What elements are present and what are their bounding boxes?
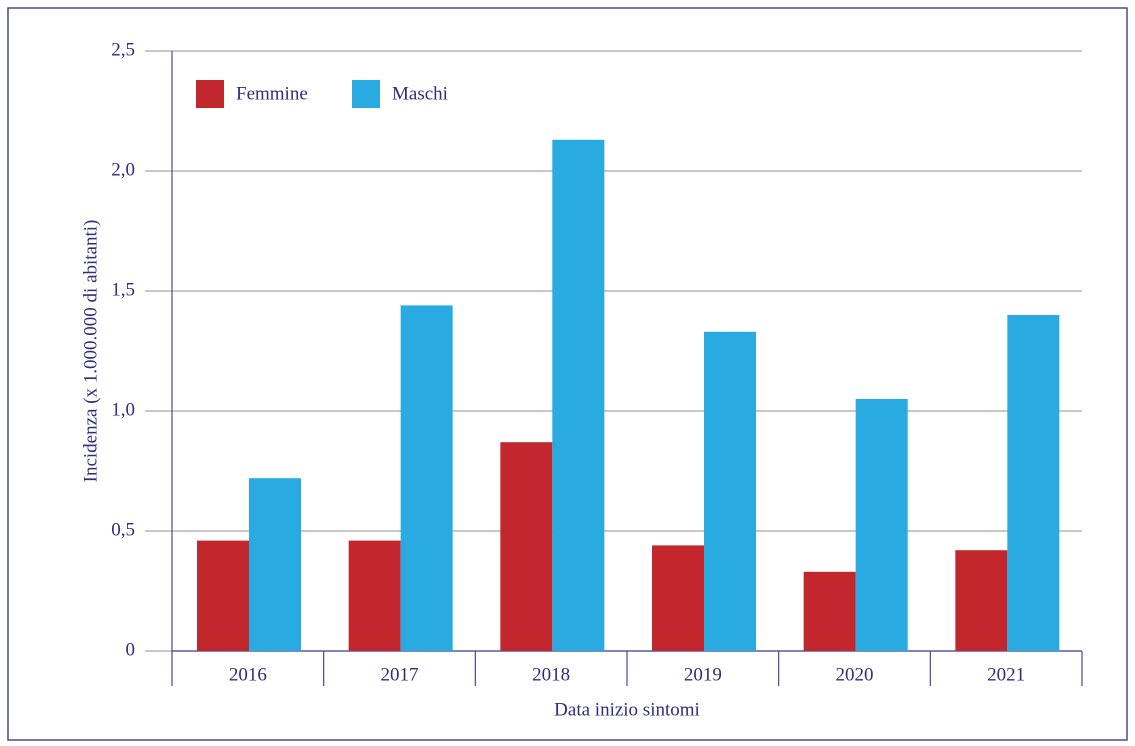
bar: [400, 305, 453, 651]
frame: [7, 7, 1128, 741]
x-axis-title: Data inizio sintomi: [554, 699, 700, 720]
bar: [704, 331, 756, 651]
bar: [249, 478, 301, 651]
bar: [552, 139, 605, 652]
y-tick-label: 2,0: [111, 159, 135, 180]
x-tick-label: 2017: [381, 664, 419, 685]
y-tick-label: 0: [126, 639, 136, 660]
y-tick-label: 1,5: [111, 279, 135, 300]
x-tick-label: 2020: [836, 664, 874, 685]
bar: [197, 540, 249, 651]
bar: [652, 545, 704, 651]
y-axis-title: Incidenza (x 1.000.000 di abitanti): [80, 220, 101, 483]
x-tick-label: 2018: [532, 664, 570, 685]
legend-label: Maschi: [392, 83, 448, 104]
x-tick-label: 2019: [684, 664, 722, 685]
y-tick-label: 0,5: [111, 519, 135, 540]
bar: [500, 442, 553, 651]
legend-swatch: [352, 80, 380, 108]
x-tick-label: 2021: [987, 664, 1025, 685]
bar: [348, 540, 401, 651]
y-tick-label: 2,5: [111, 39, 135, 60]
legend-label: Femmine: [236, 83, 308, 104]
bar: [855, 399, 908, 651]
x-tick-label: 2016: [229, 664, 267, 685]
bar: [803, 571, 856, 651]
y-tick-label: 1,0: [111, 399, 135, 420]
bar: [1007, 315, 1060, 651]
bar: [955, 550, 1008, 651]
legend-swatch: [196, 80, 224, 108]
